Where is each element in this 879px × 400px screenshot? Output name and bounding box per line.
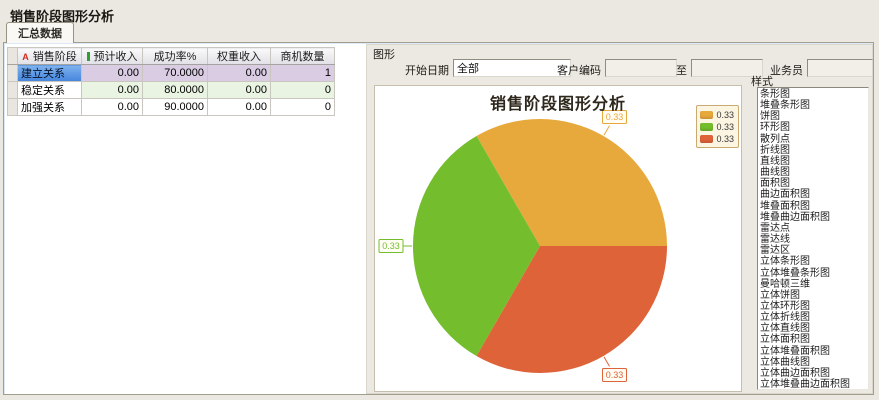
chart-title: 销售阶段图形分析 [489, 96, 626, 113]
value-cell[interactable]: 80.0000 [142, 81, 208, 99]
slice-label-box [378, 239, 404, 253]
value-cell[interactable]: 0.00 [207, 81, 271, 99]
table-header-row: A 销售阶段 预计收入 成功率% 权重收入 商机数量 [7, 47, 335, 65]
style-list-item[interactable]: 折线图 [760, 144, 790, 156]
legend-color-chip [700, 123, 714, 131]
style-list-item[interactable]: 立体折线图 [760, 312, 810, 324]
stage-cell[interactable]: 稳定关系 [17, 81, 82, 99]
value-cell[interactable]: 1 [270, 64, 335, 82]
row-selector[interactable] [7, 98, 18, 116]
chart-style-listbox[interactable]: 条形图 堆叠条形图 饼图 环形图 散列点 折线图 直线图 曲线图 面积图 曲边面积图 堆叠面积图 堆叠… [757, 87, 869, 390]
callout-line [603, 356, 610, 367]
chart-legend: 0.33 0.33 0.33 [696, 105, 739, 148]
stage-cell[interactable]: 加强关系 [17, 98, 82, 116]
style-list-item[interactable]: 立体直线图 [760, 323, 810, 335]
graphics-groupbox-label: 图形 [373, 49, 395, 61]
style-list-item[interactable]: 堆叠曲边面积图 [760, 211, 830, 223]
style-list-item[interactable]: 曼哈顿三维 [760, 278, 810, 290]
style-list-item[interactable]: 立体环形图 [760, 300, 810, 312]
style-list-item[interactable]: 直线图 [760, 155, 790, 167]
column-header-stage[interactable]: A 销售阶段 [17, 47, 82, 65]
value-cell[interactable]: 0.00 [81, 64, 143, 82]
style-list-item[interactable]: 雷达区 [760, 245, 790, 257]
legend-value: 0.33 [716, 110, 734, 120]
style-list-item[interactable]: 曲线图 [760, 167, 790, 179]
salesperson-label: 业务员 [770, 65, 803, 77]
value-cell[interactable]: 0.00 [81, 98, 143, 116]
style-list-item[interactable]: 散列点 [760, 133, 790, 145]
row-selector[interactable] [7, 81, 18, 99]
style-list-item[interactable]: 堆叠面积图 [760, 200, 810, 212]
slice-label: 0.33 [606, 370, 624, 380]
value-cell[interactable]: 90.0000 [142, 98, 208, 116]
pie-slice[interactable] [412, 136, 540, 356]
legend-entry[interactable]: 0.33 [700, 121, 734, 133]
table-row[interactable]: 加强关系 0.00 90.0000 0.00 0 [7, 98, 335, 116]
sales-stage-table: A 销售阶段 预计收入 成功率% 权重收入 商机数量 建立关系 0.00 70.000… [7, 47, 335, 116]
callout-line [603, 125, 610, 136]
style-list-item[interactable]: 环形图 [760, 122, 790, 134]
value-cell[interactable]: 0.00 [207, 98, 271, 116]
legend-entry[interactable]: 0.33 [700, 133, 734, 145]
tab-content-panel: A 销售阶段 预计收入 成功率% 权重收入 商机数量 建立关系 0.00 70.000… [3, 42, 874, 395]
style-list-item[interactable]: 立体堆叠条形图 [760, 267, 830, 279]
column-header-success-rate[interactable]: 成功率% [142, 47, 208, 65]
stage-cell[interactable]: 建立关系 [17, 64, 82, 82]
tab-summary-data[interactable]: 汇总数据 [6, 22, 74, 43]
style-list-item[interactable]: 饼图 [760, 111, 780, 123]
pie-slice[interactable] [476, 118, 668, 246]
pie-chart: 0.33 0.33 0.33 [378, 110, 668, 382]
salesperson-field[interactable] [807, 59, 873, 77]
style-list-item[interactable]: 立体曲线图 [760, 356, 810, 368]
style-list-item[interactable]: 面积图 [760, 178, 790, 190]
style-list-item[interactable]: 条形图 [760, 89, 790, 100]
style-list-item[interactable]: 立体面积图 [760, 334, 810, 346]
column-header-opportunity-count[interactable]: 商机数量 [270, 47, 335, 65]
column-header-weighted-revenue[interactable]: 权重收入 [207, 47, 271, 65]
value-cell[interactable]: 0 [270, 98, 335, 116]
graphics-groupbox: 图形 开始日期 全部 客户编码 至 业务员 销售阶段图形分析 0.33 0.33 0… [366, 44, 873, 394]
numeric-type-icon [86, 52, 90, 61]
start-date-label: 开始日期 [405, 65, 449, 77]
style-list-item[interactable]: 立体饼图 [760, 289, 800, 301]
chart-area: 销售阶段图形分析 0.33 0.33 0.33 0.33 0.33 0.33 [374, 85, 742, 392]
value-cell[interactable]: 0 [270, 81, 335, 99]
legend-value: 0.33 [716, 122, 734, 132]
pie-slice[interactable] [476, 246, 668, 374]
slice-label: 0.33 [606, 112, 624, 122]
style-list-item[interactable]: 立体曲边面积图 [760, 367, 830, 379]
tab-strip: 汇总数据 [0, 22, 879, 43]
value-cell[interactable]: 70.0000 [142, 64, 208, 82]
table-row[interactable]: 稳定关系 0.00 80.0000 0.00 0 [7, 81, 335, 99]
style-list-item[interactable]: 立体堆叠曲边面积图 [760, 379, 850, 390]
page-title: 销售阶段图形分析 [10, 9, 115, 24]
customer-code-from-field[interactable] [605, 59, 677, 77]
customer-code-to-field[interactable] [691, 59, 763, 77]
column-header-expected-revenue[interactable]: 预计收入 [81, 47, 143, 65]
row-selector-header [7, 47, 18, 65]
style-list-item[interactable]: 雷达点 [760, 222, 790, 234]
value-cell[interactable]: 0.00 [207, 64, 271, 82]
slice-label-box [602, 110, 627, 124]
legend-color-chip [700, 135, 714, 143]
style-list-item[interactable]: 堆叠条形图 [760, 100, 810, 112]
customer-code-label: 客户编码 [557, 65, 601, 77]
style-list-item[interactable]: 雷达线 [760, 234, 790, 246]
style-list-item[interactable]: 立体条形图 [760, 256, 810, 268]
style-list-item[interactable]: 曲边面积图 [760, 189, 810, 201]
legend-entry[interactable]: 0.33 [700, 109, 734, 121]
slice-label: 0.33 [382, 241, 400, 251]
start-date-field[interactable]: 全部 [453, 59, 571, 77]
legend-value: 0.33 [716, 134, 734, 144]
value-cell[interactable]: 0.00 [81, 81, 143, 99]
legend-color-chip [700, 111, 714, 119]
row-selector[interactable] [7, 64, 18, 82]
slice-label-box [602, 368, 627, 382]
style-panel-label: 样式 [751, 76, 773, 88]
style-list-item[interactable]: 立体堆叠面积图 [760, 345, 830, 357]
text-type-icon: A [22, 52, 29, 62]
to-label: 至 [676, 65, 687, 77]
table-row[interactable]: 建立关系 0.00 70.0000 0.00 1 [7, 64, 335, 82]
